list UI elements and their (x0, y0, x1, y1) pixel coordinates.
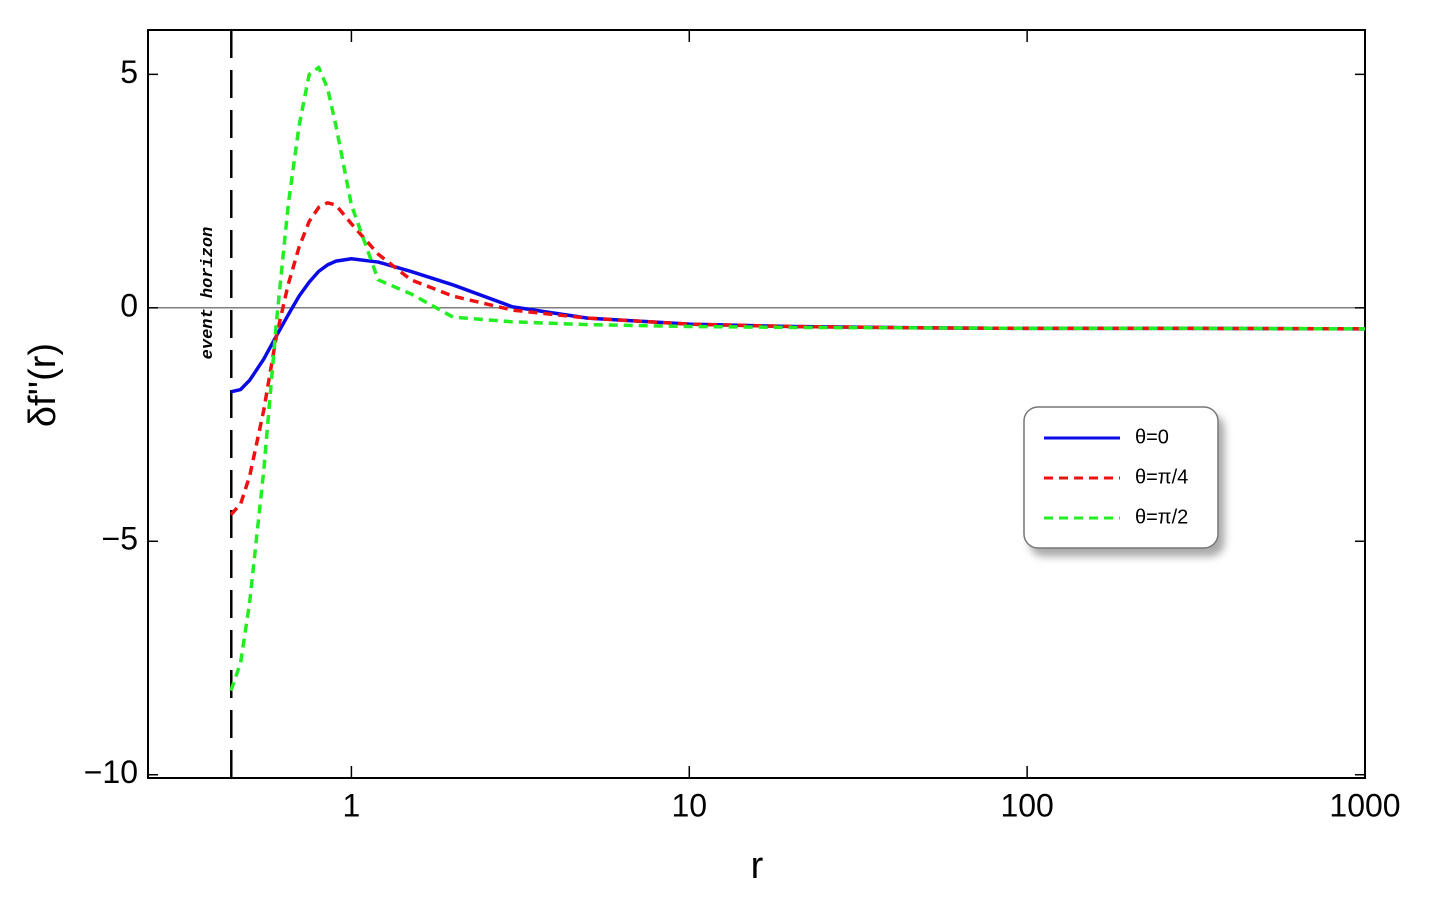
y-tick-label: 0 (120, 287, 138, 323)
legend-label: θ=0 (1135, 426, 1169, 448)
series-line (229, 65, 1365, 692)
x-tick-label: 1 (343, 787, 361, 823)
x-tick-label: 10 (671, 787, 707, 823)
legend-label: θ=π/4 (1135, 466, 1188, 488)
plot-area (229, 65, 1365, 692)
y-tick-label: −5 (102, 521, 138, 557)
y-axis-label: δf''(r) (22, 343, 64, 427)
legend: θ=0 θ=π/4 θ=π/2 (1023, 406, 1219, 549)
legend-box (1023, 406, 1219, 549)
plot-frame (147, 29, 1366, 779)
y-tick-label: −10 (84, 754, 138, 790)
annotation: event horizon (199, 227, 218, 360)
x-tick-label: 1000 (1329, 787, 1400, 823)
x-tick-label: 100 (1000, 787, 1053, 823)
y-tick-label: 5 (120, 54, 138, 90)
x-axis-label: r (751, 845, 764, 887)
legend-label: θ=π/2 (1135, 506, 1188, 528)
